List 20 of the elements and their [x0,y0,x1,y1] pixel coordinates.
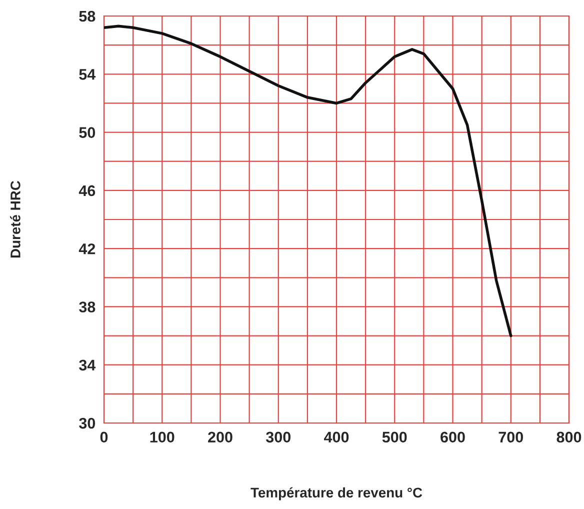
y-axis-title: Dureté HRC [10,180,20,258]
y-tick-label: 30 [79,418,96,429]
x-axis-title: Température de revenu °C [250,487,422,500]
x-tick-label: 100 [150,432,174,443]
x-tick-label: 800 [556,432,582,443]
x-tick-label: 600 [440,432,465,443]
x-tick-label: 500 [382,432,407,443]
y-tick-label: 42 [78,243,96,254]
y-tick-label: 34 [79,360,96,371]
y-tick-label: 54 [79,69,96,80]
x-tick-label: 0 [100,432,108,443]
x-tick-label: 400 [324,432,349,443]
line-series [104,24,512,338]
y-tick-label: 50 [79,127,96,138]
y-tick-label: 58 [79,10,96,22]
y-tick-label: 46 [78,185,96,196]
x-tick-label: 200 [208,432,232,443]
x-tick-label: 300 [266,432,290,443]
x-tick-label: 700 [498,432,523,443]
y-tick-label: 38 [79,302,96,312]
